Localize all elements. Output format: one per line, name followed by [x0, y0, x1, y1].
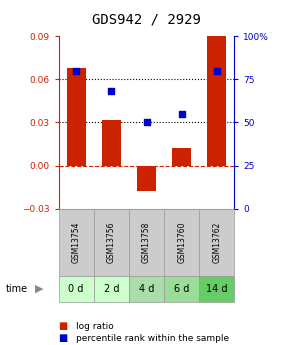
Point [179, 111, 184, 117]
Text: percentile rank within the sample: percentile rank within the sample [76, 334, 229, 343]
Text: log ratio: log ratio [76, 322, 114, 331]
Bar [137, 166, 156, 191]
Text: GSM13762: GSM13762 [212, 222, 221, 263]
Point [214, 68, 219, 73]
Point [109, 89, 114, 94]
Point [74, 68, 79, 73]
Bar [172, 148, 191, 166]
Text: time: time [6, 284, 28, 294]
Text: 2 d: 2 d [104, 284, 119, 294]
Bar [67, 68, 86, 166]
Text: 0 d: 0 d [69, 284, 84, 294]
Text: GSM13758: GSM13758 [142, 222, 151, 263]
Text: GSM13760: GSM13760 [177, 221, 186, 263]
Text: GSM13756: GSM13756 [107, 221, 116, 263]
Text: ■: ■ [59, 333, 68, 343]
Bar [207, 36, 226, 166]
Bar [102, 120, 121, 166]
Text: ■: ■ [59, 321, 68, 331]
Text: 6 d: 6 d [174, 284, 189, 294]
Point [144, 120, 149, 125]
Text: 4 d: 4 d [139, 284, 154, 294]
Text: 14 d: 14 d [206, 284, 228, 294]
Text: GSM13754: GSM13754 [72, 221, 81, 263]
Text: GDS942 / 2929: GDS942 / 2929 [92, 12, 201, 26]
Text: ▶: ▶ [35, 284, 44, 294]
